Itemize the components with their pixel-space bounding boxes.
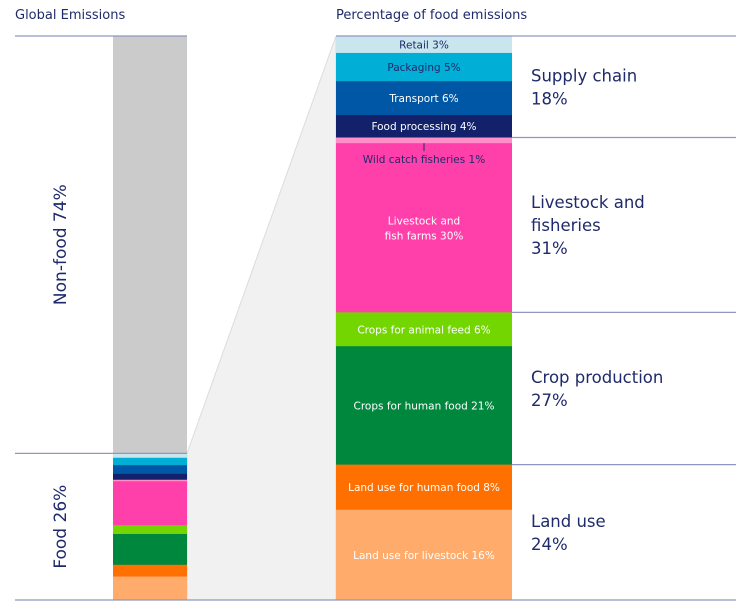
left-food-segment <box>113 453 187 459</box>
group-label: Livestock and <box>531 193 645 212</box>
bar-segment-non-food <box>113 36 187 454</box>
right-chart-title: Percentage of food emissions <box>336 8 527 23</box>
bar-segment <box>336 509 512 601</box>
group-label: Crop production <box>531 368 663 387</box>
segment-label: Transport 6% <box>388 93 458 105</box>
segment-label: Crops for human food 21% <box>354 400 495 412</box>
bar-segment <box>336 36 512 54</box>
funnel-connector <box>186 35 337 601</box>
left-food-segment <box>113 473 187 481</box>
bar-segment <box>336 81 512 116</box>
bar-segment <box>336 312 512 347</box>
segment-label: Land use for human food 8% <box>348 482 500 494</box>
segment-label: Food processing 4% <box>371 121 476 133</box>
group-label: 27% <box>531 391 568 410</box>
group-label: fisheries <box>531 216 601 235</box>
left-chart-title: Global Emissions <box>15 8 125 23</box>
segment-label: Packaging 5% <box>387 62 460 74</box>
left-food-segment <box>113 465 187 475</box>
left-food-segment <box>113 525 187 535</box>
group-label: Land use <box>531 512 606 531</box>
bar-segment <box>336 143 512 313</box>
segment-label: Land use for livestock 16% <box>353 550 495 562</box>
segment-label: Retail 3% <box>399 39 449 51</box>
left-food-segment <box>113 457 187 466</box>
bar-segment <box>336 52 512 82</box>
segment-label: Livestock and <box>388 215 460 227</box>
left-food-segment <box>113 564 187 577</box>
group-label: 31% <box>531 239 568 258</box>
segment-label: Wild catch fisheries 1% <box>363 154 485 166</box>
segment-label: fish farms 30% <box>385 230 464 242</box>
bar-segment <box>336 464 512 511</box>
bar-segment <box>336 346 512 465</box>
bar-segment <box>336 137 512 144</box>
left-food-segment <box>113 534 187 566</box>
bar-segment <box>336 114 512 138</box>
group-label: 18% <box>531 89 568 108</box>
group-label: Supply chain <box>531 66 637 85</box>
left-food-segment <box>113 481 187 526</box>
non-food-label: Non-food 74% <box>51 184 71 305</box>
food-label: Food 26% <box>51 485 71 569</box>
group-label: 24% <box>531 535 568 554</box>
left-food-segment <box>113 479 187 482</box>
segment-label: Crops for animal feed 6% <box>357 324 490 336</box>
left-food-segment <box>113 576 187 601</box>
